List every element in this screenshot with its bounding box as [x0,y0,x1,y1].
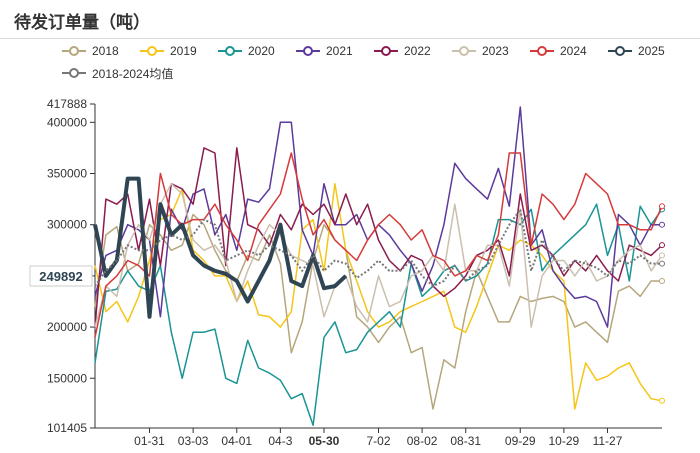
series-line-2018 [94,213,662,410]
series-line-2024 [94,152,663,338]
legend-symbol-icon [452,46,476,56]
legend-label: 2021 [326,44,353,58]
legend-label: 2022 [404,44,431,58]
y-tick-label: 150000 [47,371,87,385]
legend-symbol-icon [62,46,86,56]
current-value-label: 249892 [39,269,82,284]
series-line-2023 [94,182,663,328]
y-tick-label: 200000 [47,320,87,334]
legend-symbol-icon [218,46,242,56]
legend-symbol-icon [140,46,164,56]
legend-label: 2024 [560,44,587,58]
legend-item-2021[interactable]: 2021 [294,42,353,60]
series-2021 [94,106,665,328]
x-tick-label: 03-03 [178,434,209,448]
legend-item-2024[interactable]: 2024 [528,42,587,60]
legend-symbol-icon [296,46,320,56]
legend-symbol-icon [374,46,398,56]
series-2022 [94,147,665,328]
x-tick-label: 09-29 [505,434,536,448]
chart-title: 待发订单量（吨） [14,13,150,33]
y-tick-label: 300000 [47,218,87,232]
legend-symbol-icon [608,46,632,56]
legend-label: 2023 [482,44,509,58]
series-end-point [659,221,665,228]
series-2018-2024均值 [94,208,665,288]
series-2023 [94,182,665,328]
x-tick-label: 01-31 [134,434,165,448]
current-value-box [29,265,93,287]
series-end-point [659,242,665,249]
legend-label: 2020 [248,44,275,58]
y-tick-label: 350000 [47,167,87,181]
series-line-2020 [94,203,663,427]
x-tick-label: 05-30 [309,434,340,448]
legend-item-2018-2024均值[interactable]: 2018-2024均值 [60,64,173,82]
series-line-2019 [94,182,663,410]
series-2025 [93,176,348,319]
title-divider [0,38,700,39]
legend-item-2023[interactable]: 2023 [450,42,509,60]
legend-item-2022[interactable]: 2022 [372,42,431,60]
x-tick-label: 04-01 [221,434,252,448]
y-tick-label: 101405 [47,421,87,435]
legend-symbol-icon [62,68,86,78]
legend-symbol-icon [530,46,554,56]
series-2024 [94,152,665,338]
x-tick-label: 04-3 [268,434,292,448]
legend-label: 2025 [638,44,665,58]
legend-item-2019[interactable]: 2019 [138,42,197,60]
y-tick-label: 417888 [47,97,87,111]
legend-label: 2018 [92,44,119,58]
series-line-2025 [93,176,348,319]
x-tick-label: 11-27 [593,434,623,448]
x-tick-label: 08-02 [407,434,438,448]
series-line-2018-2024均值 [94,208,662,288]
x-tick-label: 7-02 [366,434,390,448]
legend-item-2020[interactable]: 2020 [216,42,275,60]
legend-item-2018[interactable]: 2018 [60,42,119,60]
x-tick-label: 08-31 [450,434,481,448]
series-end-point [659,260,665,267]
legend-label: 2018-2024均值 [92,66,174,81]
legend-label: 2019 [170,44,197,58]
series-line-2021 [94,106,662,328]
series-end-point [659,277,665,284]
legend-item-2025[interactable]: 2025 [606,42,665,60]
series-2019 [94,182,665,410]
series-end-point [659,203,665,210]
y-tick-label: 400000 [47,115,87,129]
x-tick-label: 10-29 [549,434,580,448]
series-end-point [659,397,665,404]
series-line-2022 [94,147,663,328]
series-end-point [659,252,665,259]
